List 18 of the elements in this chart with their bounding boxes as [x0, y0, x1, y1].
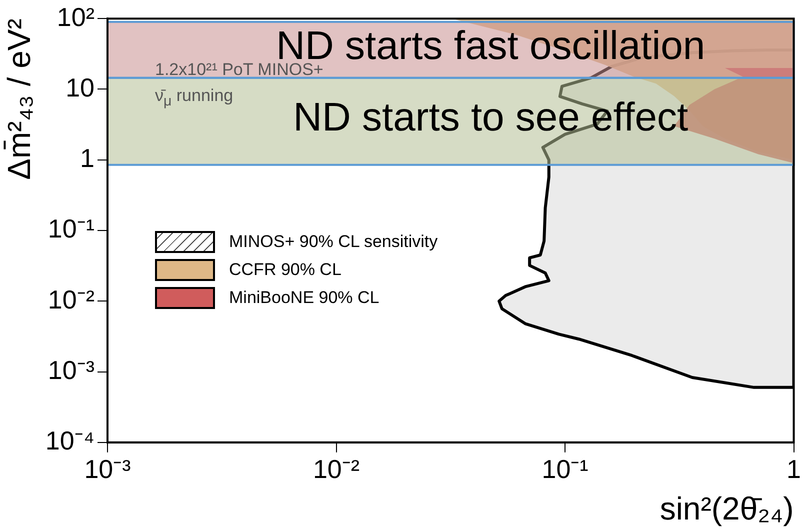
y-tick-label: 10: [66, 72, 94, 102]
legend-label: MiniBooNE 90% CL: [229, 288, 380, 308]
y-tick-label: 10⁻³: [48, 354, 95, 385]
y-tick-label: 1: [80, 143, 94, 174]
x-tick-label: 1: [786, 454, 802, 484]
x-axis-title: sin²(2θ̄₂₄): [660, 490, 794, 527]
x-tick-label: 10⁻³: [84, 454, 132, 484]
legend-label: CCFR 90% CL: [229, 260, 342, 280]
x-tick-label: 10⁻¹: [542, 454, 589, 484]
x-tick-label: 10⁻²: [312, 454, 360, 484]
y-tick-label: 10²: [56, 2, 95, 32]
y-tick-label: 10⁻⁴: [45, 426, 94, 456]
y-tick-label: 10⁻¹: [48, 214, 95, 244]
y-axis-title: Δm̄²₄₃ / eV²: [1, 18, 38, 180]
legend-label: MINOS+ 90% CL sensitivity: [229, 232, 438, 252]
y-tick-label: 10⁻²: [48, 284, 95, 314]
band-label: ND starts to see effect: [293, 95, 688, 140]
annotation: ν̄$_{μ}$ running: [155, 86, 234, 110]
